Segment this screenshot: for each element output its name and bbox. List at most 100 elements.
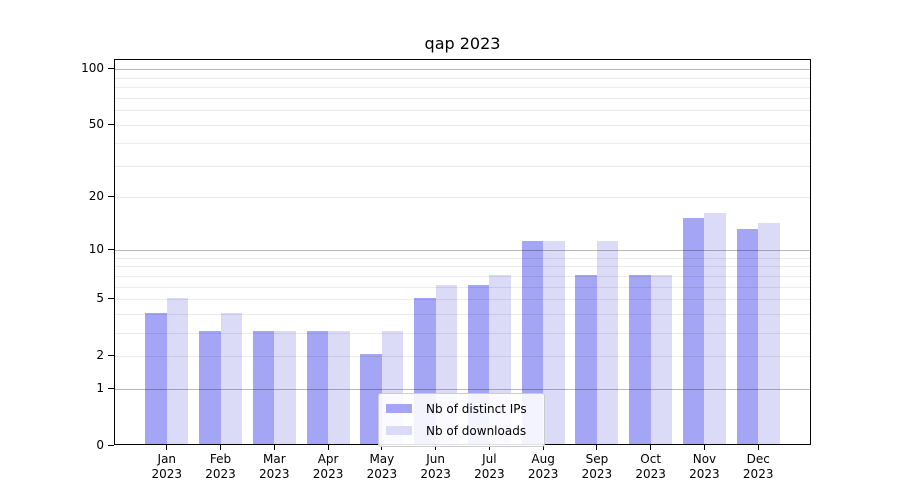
x-tick-month-jul: Jul xyxy=(482,452,497,466)
x-tick-mark-aug xyxy=(542,445,544,450)
x-tick-year-may: 2023 xyxy=(366,466,398,481)
legend-label-nb-of-downloads: Nb of downloads xyxy=(426,423,527,438)
y-tick-mark-10 xyxy=(108,249,114,251)
x-tick-label-aug: Aug 2023 xyxy=(515,452,571,481)
bar-nb-of-downloads-oct xyxy=(650,274,673,444)
y-tick-mark-50 xyxy=(108,124,114,126)
x-tick-label-nov: Nov 2023 xyxy=(676,452,732,481)
x-tick-label-jan: Jan 2023 xyxy=(139,452,195,481)
gridline-major-1 xyxy=(115,389,810,390)
gridline-minor-50 xyxy=(115,125,810,127)
bar-nb-of-downloads-mar xyxy=(274,331,296,444)
y-tick-label-0: 0 xyxy=(96,437,104,452)
x-tick-year-oct: 2023 xyxy=(635,466,666,481)
x-tick-mark-jan xyxy=(166,445,168,450)
y-tick-label-100: 100 xyxy=(81,61,104,76)
legend-swatch-nb-of-downloads xyxy=(386,426,412,435)
x-tick-month-apr: Apr xyxy=(317,452,339,466)
x-tick-month-may: May xyxy=(369,452,395,466)
y-tick-mark-0 xyxy=(108,444,114,446)
y-tick-mark-5 xyxy=(108,298,114,300)
bar-nb-of-distinct-ips-may xyxy=(360,354,382,444)
x-tick-year-mar: 2023 xyxy=(259,466,290,481)
x-tick-year-nov: 2023 xyxy=(689,466,720,481)
x-tick-label-oct: Oct 2023 xyxy=(623,452,679,481)
x-tick-month-nov: Nov xyxy=(692,452,717,466)
bar-nb-of-distinct-ips-sep xyxy=(575,274,597,444)
y-tick-mark-100 xyxy=(108,68,114,70)
x-tick-mark-mar xyxy=(273,445,275,450)
plot-area xyxy=(114,59,811,445)
x-tick-mark-jun xyxy=(435,445,437,450)
x-tick-mark-dec xyxy=(757,445,759,450)
x-tick-month-jun: Jun xyxy=(426,452,445,466)
x-tick-month-feb: Feb xyxy=(209,452,232,466)
y-tick-mark-1 xyxy=(108,388,114,389)
x-tick-year-dec: 2023 xyxy=(742,466,774,481)
y-tick-label-50: 50 xyxy=(88,117,104,132)
bar-nb-of-downloads-nov xyxy=(704,213,726,444)
gridline-minor-90 xyxy=(115,77,810,79)
x-tick-month-jan: Jan xyxy=(157,452,177,466)
bar-nb-of-distinct-ips-feb xyxy=(199,331,221,444)
gridline-minor-5 xyxy=(115,299,810,301)
x-tick-label-sep: Sep 2023 xyxy=(569,452,625,481)
bar-nb-of-downloads-aug xyxy=(543,241,565,444)
x-tick-month-aug: Aug xyxy=(531,452,555,466)
bar-nb-of-distinct-ips-jan xyxy=(145,312,167,444)
gridline-minor-2 xyxy=(115,355,810,357)
bar-nb-of-downloads-sep xyxy=(596,241,619,444)
x-tick-mark-may xyxy=(381,445,383,450)
gridline-minor-80 xyxy=(115,87,810,89)
x-tick-mark-apr xyxy=(327,445,329,450)
bar-nb-of-downloads-feb xyxy=(220,312,243,444)
x-tick-mark-jul xyxy=(488,445,490,450)
x-tick-label-jul: Jul 2023 xyxy=(461,452,517,481)
x-tick-mark-sep xyxy=(596,445,598,450)
y-tick-label-5: 5 xyxy=(96,291,104,306)
gridline-minor-60 xyxy=(115,110,810,112)
bar-nb-of-downloads-dec xyxy=(758,223,780,444)
gridline-minor-6 xyxy=(115,286,810,288)
gridline-major-10 xyxy=(115,250,810,252)
y-tick-label-20: 20 xyxy=(88,189,104,204)
x-tick-month-sep: Sep xyxy=(585,452,609,466)
bar-nb-of-distinct-ips-nov xyxy=(682,218,705,444)
bar-nb-of-distinct-ips-dec xyxy=(736,228,759,444)
x-tick-month-dec: Dec xyxy=(746,452,770,466)
y-tick-mark-20 xyxy=(108,196,114,198)
x-tick-year-jun: 2023 xyxy=(420,466,451,481)
y-tick-label-10: 10 xyxy=(88,242,104,257)
gridline-minor-40 xyxy=(115,142,810,144)
x-tick-label-dec: Dec 2023 xyxy=(730,452,786,481)
bar-nb-of-downloads-jan xyxy=(166,297,189,444)
chart-title: qap 2023 xyxy=(424,34,501,53)
gridline-minor-30 xyxy=(115,165,810,167)
x-tick-mark-oct xyxy=(650,445,652,450)
x-tick-year-jan: 2023 xyxy=(151,466,183,481)
x-tick-year-aug: 2023 xyxy=(527,466,559,481)
x-tick-year-jul: 2023 xyxy=(474,466,505,481)
x-tick-year-feb: 2023 xyxy=(205,466,236,481)
gridline-minor-4 xyxy=(115,314,810,316)
gridline-major-100 xyxy=(115,69,810,71)
x-tick-label-apr: Apr 2023 xyxy=(300,452,356,481)
legend-row-nb-of-downloads: Nb of downloads xyxy=(386,421,536,440)
gridline-minor-20 xyxy=(115,197,810,199)
y-tick-label-1: 1 xyxy=(96,381,104,395)
bar-nb-of-downloads-apr xyxy=(328,331,350,444)
legend: Nb of distinct IPs Nb of downloads xyxy=(378,393,545,447)
x-tick-year-sep: 2023 xyxy=(581,466,613,481)
gridline-minor-9 xyxy=(115,257,810,259)
x-tick-month-mar: Mar xyxy=(262,452,286,466)
legend-swatch-nb-of-distinct-ips xyxy=(386,404,412,413)
gridline-minor-70 xyxy=(115,98,810,100)
gridline-minor-7 xyxy=(115,276,810,278)
legend-label-nb-of-distinct-ips: Nb of distinct IPs xyxy=(426,401,527,416)
x-tick-month-oct: Oct xyxy=(640,452,662,466)
x-tick-label-jun: Jun 2023 xyxy=(408,452,464,481)
x-tick-label-feb: Feb 2023 xyxy=(193,452,249,481)
x-tick-year-apr: 2023 xyxy=(312,466,344,481)
gridline-minor-3 xyxy=(115,332,810,334)
